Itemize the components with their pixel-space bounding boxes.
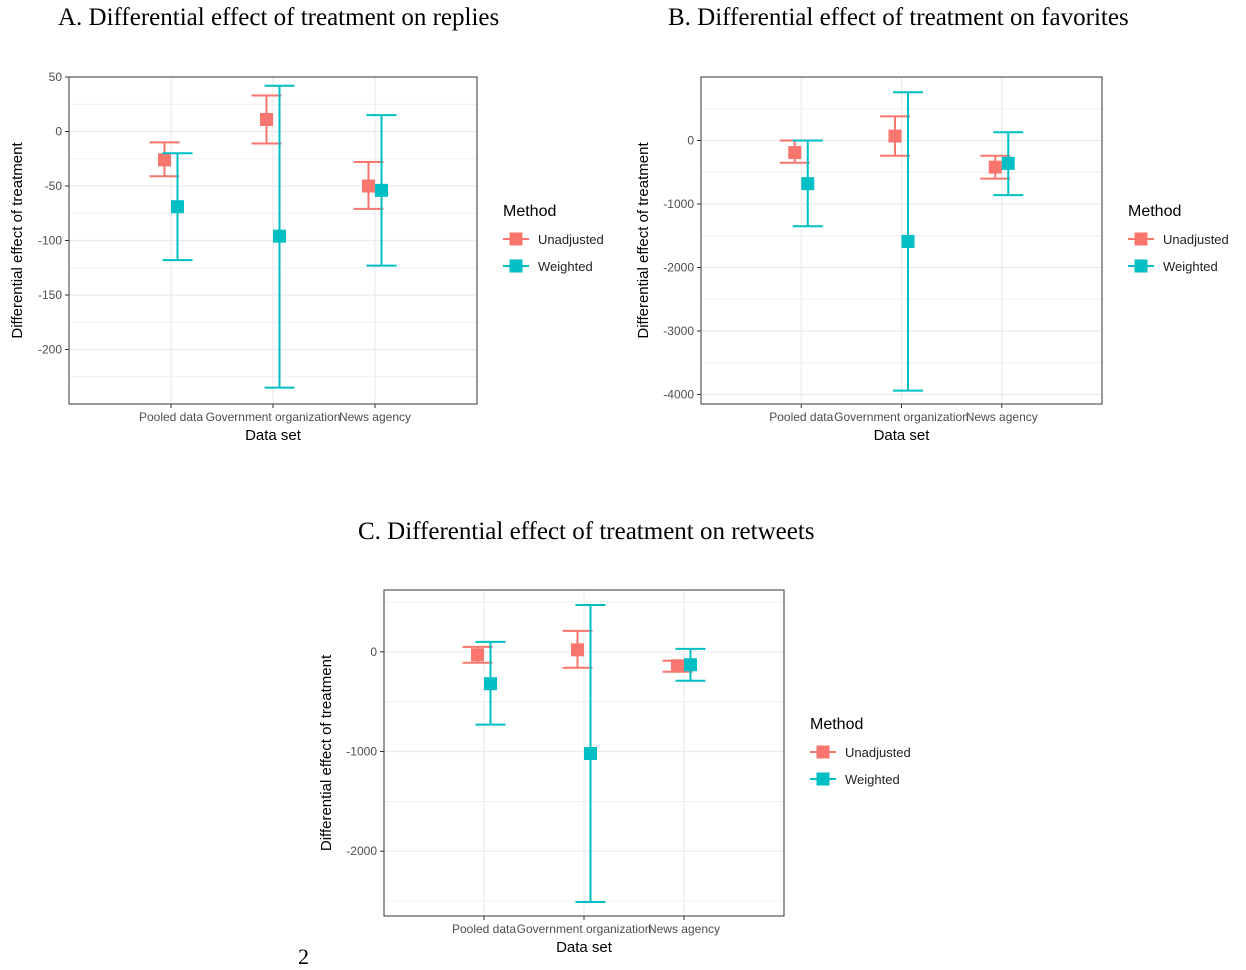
x-tick-label: Pooled data (139, 410, 203, 424)
legend-label: Weighted (1163, 259, 1218, 274)
y-tick-label: -3000 (663, 324, 694, 338)
legend-title: Method (810, 716, 863, 733)
y-tick-label: -1000 (663, 197, 694, 211)
legend-key (816, 772, 830, 786)
y-tick-label: -1000 (346, 745, 377, 759)
legend-label: Unadjusted (1163, 232, 1229, 247)
point-weighted (901, 234, 915, 248)
y-tick-label: 0 (55, 125, 62, 139)
point-unadjusted (471, 648, 484, 662)
legend-title: Method (503, 203, 556, 220)
point-weighted (684, 658, 697, 672)
point-unadjusted (988, 160, 1002, 174)
legend-entry-unadjusted: Unadjusted (1128, 232, 1229, 247)
point-unadjusted (571, 643, 584, 657)
legend-title: Method (1128, 203, 1181, 220)
y-axis-title: Differential effect of treatment (318, 654, 335, 851)
x-tick-label: Pooled data (769, 410, 833, 424)
page-number: 2 (298, 944, 309, 969)
y-tick-label: -50 (45, 179, 63, 193)
legend-label: Weighted (845, 772, 900, 787)
legend-key (816, 745, 830, 759)
y-axis-title: Differential effect of treatment (635, 142, 652, 339)
point-unadjusted (888, 129, 902, 143)
point-weighted (375, 183, 388, 197)
panel-border (68, 76, 478, 405)
point-weighted (171, 200, 184, 214)
y-tick-label: 0 (687, 133, 694, 147)
legend-key (1134, 232, 1148, 246)
legend-label: Weighted (538, 259, 593, 274)
point-unadjusted (671, 659, 684, 673)
x-axis-title: Data set (245, 427, 302, 444)
y-tick-label: 0 (370, 645, 377, 659)
y-tick-label: -2000 (663, 260, 694, 274)
y-tick-label: 50 (49, 70, 63, 84)
panel-border (383, 589, 785, 917)
point-weighted (1001, 156, 1015, 170)
y-tick-label: -4000 (663, 387, 694, 401)
point-weighted (273, 229, 286, 243)
x-tick-label: News agency (339, 410, 411, 424)
y-tick-label: -200 (38, 343, 62, 357)
legend-key (509, 232, 523, 246)
y-tick-label: -2000 (346, 844, 377, 858)
x-axis-title: Data set (874, 427, 931, 444)
point-unadjusted (788, 146, 802, 160)
legend-label: Unadjusted (845, 745, 911, 760)
point-weighted (801, 177, 815, 191)
chart-c-title: C. Differential effect of treatment on r… (358, 518, 815, 545)
legend-entry-weighted: Weighted (503, 259, 593, 274)
legend-entry-unadjusted: Unadjusted (503, 232, 604, 247)
x-axis-title: Data set (556, 939, 613, 956)
x-tick-label: Government organization (517, 922, 652, 936)
y-axis-title: Differential effect of treatment (9, 142, 26, 339)
x-tick-label: Government organization (834, 410, 969, 424)
x-tick-label: News agency (966, 410, 1038, 424)
y-tick-label: -100 (38, 234, 62, 248)
y-tick-label: -150 (38, 288, 62, 302)
legend-entry-weighted: Weighted (1128, 259, 1218, 274)
chart-a-title: A. Differential effect of treatment on r… (58, 4, 500, 31)
point-weighted (584, 746, 597, 760)
x-tick-label: Government organization (206, 410, 341, 424)
point-unadjusted (362, 179, 375, 193)
x-tick-label: News agency (648, 922, 720, 936)
legend-entry-unadjusted: Unadjusted (810, 745, 911, 760)
legend-key (509, 259, 523, 273)
point-weighted (484, 677, 497, 691)
x-tick-label: Pooled data (452, 922, 516, 936)
point-unadjusted (260, 113, 273, 127)
panel-border (700, 76, 1103, 405)
chart-b-title: B. Differential effect of treatment on f… (668, 4, 1129, 31)
legend-entry-weighted: Weighted (810, 772, 900, 787)
legend-label: Unadjusted (538, 232, 604, 247)
point-unadjusted (158, 153, 171, 167)
legend-key (1134, 259, 1148, 273)
